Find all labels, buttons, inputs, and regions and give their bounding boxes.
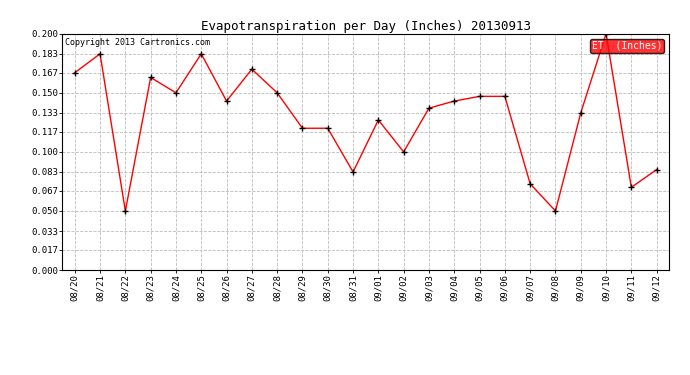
Text: Copyright 2013 Cartronics.com: Copyright 2013 Cartronics.com: [65, 39, 210, 48]
Legend: ET  (Inches): ET (Inches): [590, 39, 664, 53]
Title: Evapotranspiration per Day (Inches) 20130913: Evapotranspiration per Day (Inches) 2013…: [201, 20, 531, 33]
